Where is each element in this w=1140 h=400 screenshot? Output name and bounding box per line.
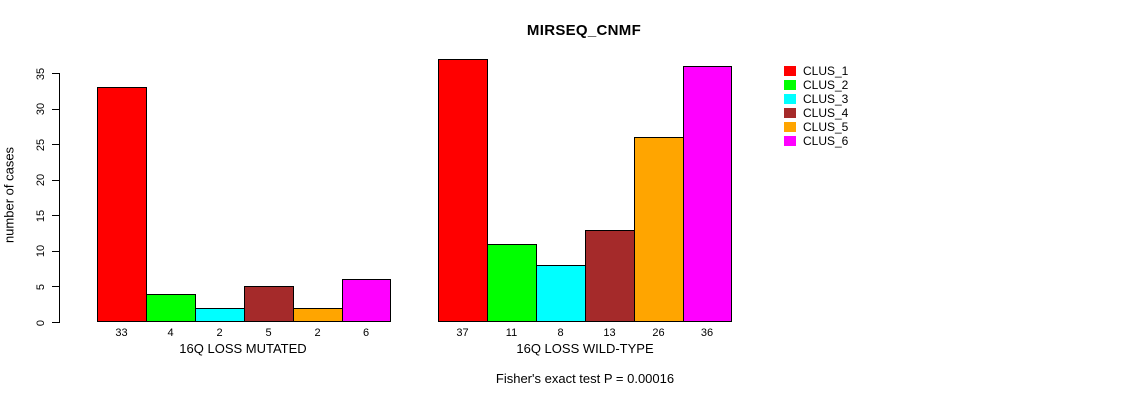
y-tick-label: 30 <box>35 102 47 116</box>
legend-label: CLUS_3 <box>803 92 849 106</box>
y-tick-mark <box>52 286 59 288</box>
bar-clus_6 <box>342 279 391 322</box>
bar-value-label: 2 <box>216 327 223 339</box>
bar-clus_4 <box>585 230 635 322</box>
panel-wildtype-xlabel: 16Q LOSS WILD-TYPE <box>516 341 654 356</box>
legend-item-clus_3: CLUS_3 <box>784 92 848 106</box>
bar-clus_1 <box>438 59 488 322</box>
legend-item-clus_4: CLUS_4 <box>784 106 848 120</box>
bar-value-label: 4 <box>167 327 174 339</box>
legend-item-clus_1: CLUS_1 <box>784 64 848 78</box>
legend-item-clus_5: CLUS_5 <box>784 120 848 134</box>
y-tick-label: 0 <box>35 319 47 326</box>
bar-clus_5 <box>293 308 343 322</box>
fisher-test-annotation: Fisher's exact test P = 0.00016 <box>495 371 675 386</box>
legend: CLUS_1 CLUS_2 CLUS_3 CLUS_4 CLUS_5 CLUS_6 <box>784 64 848 148</box>
legend-label: CLUS_6 <box>803 134 849 148</box>
legend-swatch-clus_3 <box>784 94 796 104</box>
panel-mutated-xlabel: 16Q LOSS MUTATED <box>179 341 307 356</box>
bar-value-label: 6 <box>362 327 370 339</box>
legend-label: CLUS_4 <box>803 106 849 120</box>
bar-clus_6 <box>683 66 732 322</box>
chart-title: MIRSEQ_CNMF <box>526 22 642 39</box>
y-axis-title: number of cases <box>1 146 17 244</box>
bar-value-label: 33 <box>115 327 128 339</box>
y-tick-mark <box>52 215 59 217</box>
bar-value-label: 2 <box>314 327 321 339</box>
bar-value-label: 11 <box>505 327 518 339</box>
legend-swatch-clus_2 <box>784 80 796 90</box>
legend-swatch-clus_6 <box>784 136 796 146</box>
bar-value-label: 5 <box>265 327 272 339</box>
y-tick-mark <box>52 73 59 75</box>
bar-clus_5 <box>634 137 684 322</box>
legend-swatch-clus_1 <box>784 66 796 76</box>
bar-clus_3 <box>536 265 586 322</box>
bar-value-label: 8 <box>557 327 564 339</box>
bar-value-label: 37 <box>456 327 469 339</box>
y-tick-label: 15 <box>35 209 47 222</box>
bar-value-label: 36 <box>700 327 714 339</box>
legend-swatch-clus_4 <box>784 108 796 118</box>
y-tick-label: 35 <box>35 67 47 80</box>
y-axis-line <box>59 73 60 323</box>
y-tick-mark <box>52 144 59 146</box>
bar-clus_1 <box>97 87 147 322</box>
bar-clus_2 <box>487 244 537 322</box>
bar-clus_2 <box>146 294 196 322</box>
y-tick-mark <box>52 250 59 252</box>
legend-label: CLUS_5 <box>803 120 849 134</box>
y-tick-label: 25 <box>35 138 47 151</box>
bar-value-label: 13 <box>603 327 616 339</box>
y-tick-mark <box>52 179 59 181</box>
y-tick-mark <box>52 322 59 323</box>
y-tick-label: 20 <box>35 174 47 187</box>
bar-clus_3 <box>195 308 245 322</box>
y-tick-label: 10 <box>35 245 47 258</box>
legend-label: CLUS_2 <box>803 78 849 92</box>
legend-item-clus_6: CLUS_6 <box>784 134 848 148</box>
legend-label: CLUS_1 <box>803 64 849 78</box>
legend-swatch-clus_5 <box>784 122 796 132</box>
y-tick-mark <box>52 108 59 110</box>
bar-value-label: 26 <box>652 327 665 339</box>
legend-item-clus_2: CLUS_2 <box>784 78 848 92</box>
bar-clus_4 <box>244 286 294 322</box>
y-tick-label: 5 <box>35 283 47 290</box>
